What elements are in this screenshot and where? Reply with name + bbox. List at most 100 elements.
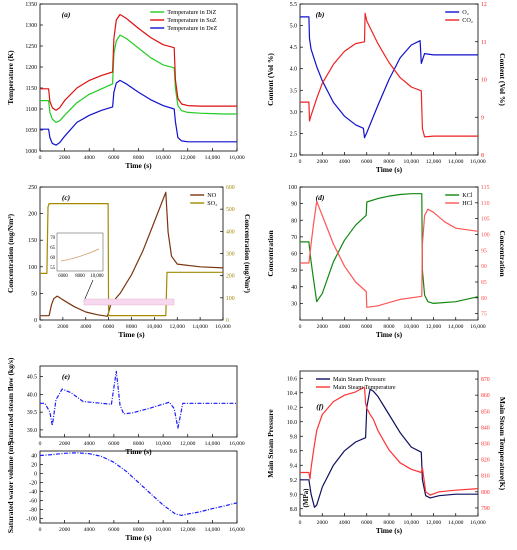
y-tick-label: 10.0 [287,420,297,426]
y-right-tick-label: 115 [481,185,490,191]
chart-e2: 0 2000 4000 6000 8000 10,000 12,000 14,000 16,00… [6,440,245,542]
x-tick-label: 12,000 [426,159,442,165]
y-right-tick-label: 810 [481,474,490,480]
y-tick-label: 9.4 [290,463,297,469]
y-tick-label: 150 [28,238,37,244]
legend-label: Main Steam Pressure [333,376,386,383]
y-right-tick-label: 850 [481,409,490,415]
y-tick-label: 10.6 [287,376,297,382]
x-tick-label: 10,000 [404,159,420,165]
y-right-tick-label: 75 [481,312,487,318]
y-tick-label: 60 [291,252,297,258]
y-tick-label: 30 [291,301,297,307]
x-tick-label: 0 [39,155,42,161]
series-line-temperature-in-dez [40,79,237,146]
chart-c: 0 2000 4000 6000 8000 10,000 12,000 14,000 16,00… [6,185,252,339]
y-tick-label: 40.0 [27,392,37,398]
x-tick-label: 14,000 [448,520,464,526]
inset-y-tick-label: 70 [50,236,55,241]
series-line-0 [40,370,237,429]
x-tick-label: 16,000 [229,155,245,161]
x-tick-label: 14,000 [192,324,208,330]
panel-label: (c) [62,193,71,202]
y-axis-label: Main Steam Pressure [266,409,275,478]
legend-label: Main Steam Temperature [333,384,396,391]
legend-label: Temperature in DeZ [167,25,217,32]
inset-pointer-line [83,279,94,302]
x-tick-label: 0 [39,324,42,330]
x-tick-label: 2000 [57,324,68,330]
x-tick-label: 16,000 [470,159,486,165]
y-right-tick-label: 860 [481,393,490,399]
x-tick-label: 10,000 [404,324,420,330]
y-tick-label: -100 [26,517,37,523]
series-line-so- [40,203,223,317]
y-tick-label: 39.0 [27,428,37,434]
y-tick-label: 4.0 [290,67,297,73]
series-line-temperature-in-suz [40,13,237,111]
y-tick-label: 2.0 [290,153,297,159]
y-axis-unit-label: (MPa) [302,488,310,508]
inset-x-tick-label: 6000 [58,274,68,279]
inset-y-tick-label: 65 [50,246,55,251]
x-tick-label: 16,000 [470,520,486,526]
legend-label: SO₂ [207,200,217,207]
series-line-hcl [300,200,479,308]
y-right-tick-label: 500 [226,207,235,213]
x-tick-label: 4000 [80,324,91,330]
x-tick-label: 8000 [133,155,144,161]
x-tick-label: 8000 [383,324,394,330]
x-tick-label: 14,000 [205,441,221,447]
y-axis-label: Concentration [266,230,275,277]
y-tick-label: 40 [291,285,297,291]
x-tick-label: 8000 [383,520,394,526]
y-right-tick-label: 8 [481,153,484,159]
plot-frame [299,186,479,321]
x-tick-label: 6000 [108,441,119,447]
plot-frame [39,450,238,524]
inset-curve [60,248,100,262]
inset-x-tick-label: 8000 [75,274,85,279]
y-tick-label: 80 [291,218,297,224]
x-axis-label: Time (s) [125,533,152,542]
x-tick-label: 0 [39,441,42,447]
y-tick-label: -60 [29,499,37,505]
x-tick-label: 12,000 [180,441,196,447]
x-tick-label: 4000 [339,324,350,330]
y-tick-label: 9.2 [290,478,297,484]
panel-label: (d) [316,193,325,202]
y-right-tick-label: 85 [481,280,487,286]
x-tick-label: 14,000 [448,324,464,330]
chart-b: 0 2000 4000 6000 8000 10,000 12,000 14,000 16,00… [266,2,507,174]
y-tick-label: 1200 [25,65,37,71]
y-tick-label: 1100 [26,107,37,113]
x-tick-label: 12,000 [180,527,196,533]
x-tick-label: 4000 [339,159,350,165]
inset-y-tick-label: 60 [50,256,55,261]
y-right-tick-label: 12 [481,2,487,8]
y-tick-label: -20 [29,481,37,487]
y-right-tick-label: 300 [226,252,235,258]
x-tick-label: 16,000 [470,324,486,330]
y-right-tick-label: 100 [226,296,235,302]
y-tick-label: 100 [28,265,37,271]
x-tick-label: 10,000 [404,520,420,526]
y-right-tick-label: 90 [481,264,487,270]
x-axis-label: Time (s) [118,330,145,339]
y-right-tick-label: 10 [481,78,487,84]
x-tick-label: 6000 [108,155,119,161]
x-tick-label: 6000 [361,159,372,165]
panel-label: (e) [62,372,71,381]
series-line-kcl [300,193,479,304]
chart-f: 0 2000 4000 6000 8000 10,000 12,000 14,000 16,00… [266,370,507,535]
y-right-tick-label: 0 [226,318,229,324]
y-tick-label: 9.0 [290,492,297,498]
y-tick-label: 3.5 [290,88,297,94]
y-right-tick-label: 400 [226,229,235,235]
y-tick-label: 50 [291,268,297,274]
legend-label: CO₂ [462,17,473,24]
x-axis-label: Time (s) [125,447,152,456]
y-tick-label: 9.8 [290,434,297,440]
y-right-tick-label: 11 [481,40,487,46]
x-tick-label: 8000 [133,441,144,447]
